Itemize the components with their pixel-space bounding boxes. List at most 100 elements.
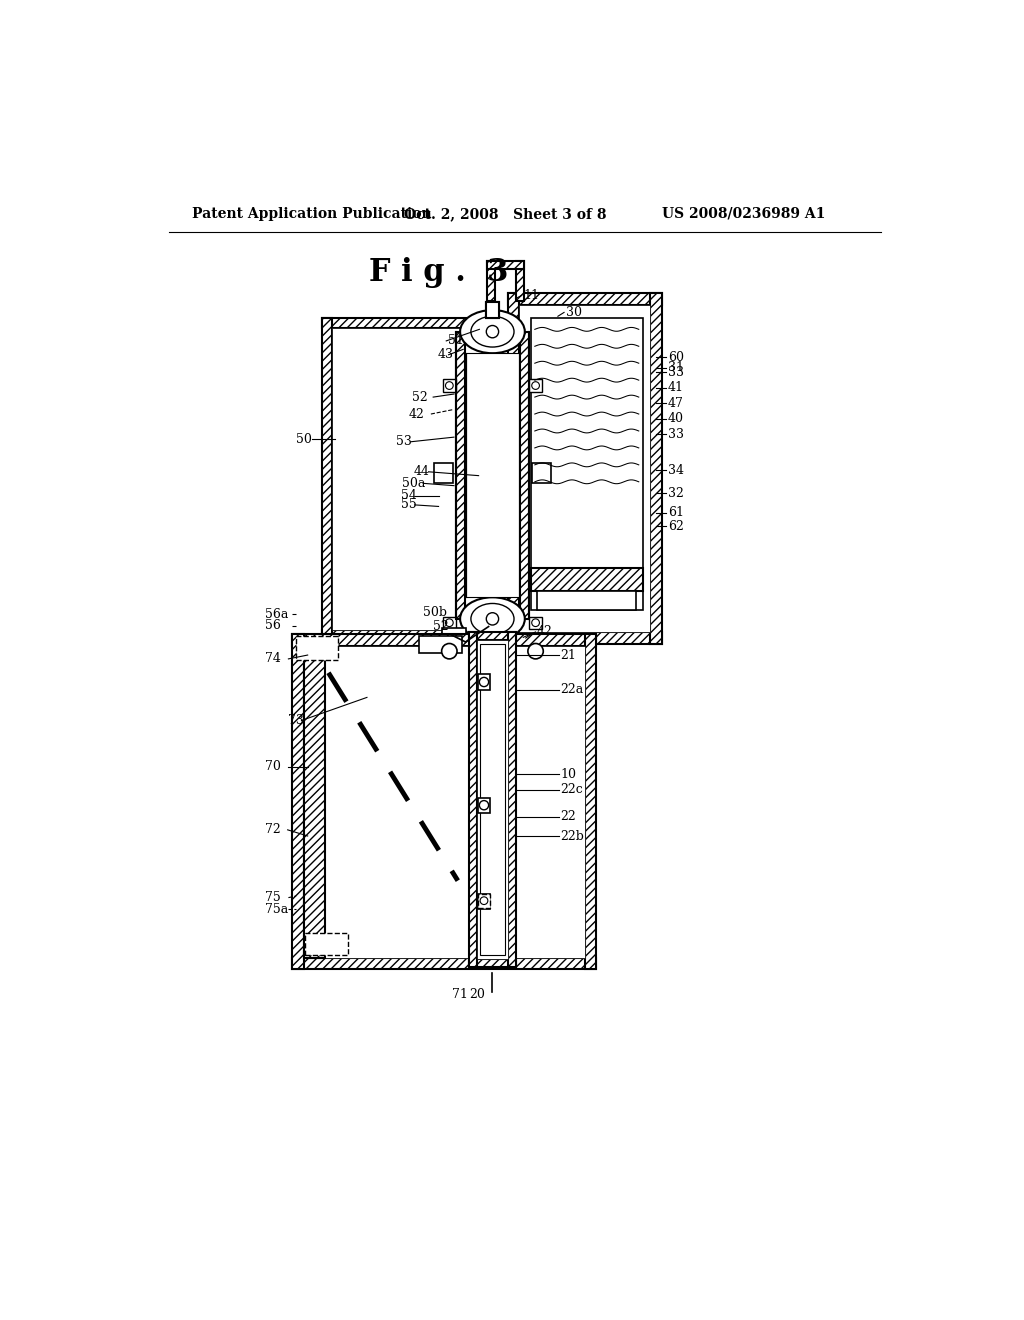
Text: 22c: 22c [560, 783, 583, 796]
Circle shape [531, 381, 540, 389]
Circle shape [445, 619, 454, 627]
Bar [478, 675, 490, 689]
Bar [469, 960, 515, 966]
Text: 56: 56 [265, 619, 282, 632]
Bar [478, 894, 490, 909]
Bar [529, 379, 542, 392]
Bar [520, 331, 529, 619]
Text: 34: 34 [668, 463, 684, 477]
Bar [442, 628, 466, 642]
Text: 52: 52 [413, 391, 428, 404]
Bar [531, 568, 643, 591]
Text: 60: 60 [668, 351, 684, 363]
Text: US 2008/0236989 A1: US 2008/0236989 A1 [662, 207, 825, 220]
Text: Patent Application Publication: Patent Application Publication [193, 207, 432, 220]
Text: 32: 32 [668, 487, 684, 500]
Circle shape [479, 800, 488, 810]
Text: 70: 70 [265, 760, 282, 774]
Text: 55: 55 [400, 499, 417, 511]
Text: 50a: 50a [401, 477, 425, 490]
Text: 71: 71 [453, 989, 468, 1001]
Circle shape [486, 326, 499, 338]
Text: 42: 42 [538, 626, 553, 639]
Text: 41: 41 [668, 381, 684, 395]
Circle shape [445, 381, 454, 389]
Text: 22a: 22a [560, 684, 584, 696]
Bar [485, 302, 500, 318]
Circle shape [531, 619, 540, 627]
Bar [531, 463, 551, 483]
Text: 50b: 50b [423, 606, 447, 619]
Bar [480, 644, 505, 956]
Text: 74: 74 [265, 652, 282, 665]
Text: 20: 20 [469, 989, 485, 1001]
Text: 40: 40 [668, 412, 684, 425]
Circle shape [480, 896, 487, 904]
Text: 43: 43 [438, 348, 454, 362]
Text: 10: 10 [560, 768, 577, 781]
Text: 33: 33 [668, 428, 684, 441]
Ellipse shape [471, 603, 514, 635]
Bar [292, 635, 304, 969]
Text: Oct. 2, 2008   Sheet 3 of 8: Oct. 2, 2008 Sheet 3 of 8 [403, 207, 606, 220]
Text: 42: 42 [409, 408, 424, 421]
Text: 72: 72 [265, 824, 281, 837]
Text: 30: 30 [565, 306, 582, 319]
Text: 47: 47 [668, 397, 684, 409]
Text: 52: 52 [433, 620, 449, 634]
Bar [508, 632, 515, 966]
Circle shape [479, 896, 488, 906]
Bar [456, 331, 465, 619]
Ellipse shape [460, 310, 525, 354]
Bar [508, 293, 662, 305]
Text: 11: 11 [523, 289, 540, 302]
Text: 53: 53 [396, 436, 412, 449]
Circle shape [441, 644, 457, 659]
Bar [519, 305, 650, 632]
Text: 22: 22 [560, 810, 575, 824]
Bar [434, 463, 454, 483]
Bar [322, 318, 523, 327]
Circle shape [469, 638, 477, 645]
Bar [478, 894, 490, 908]
Text: 54: 54 [400, 490, 417, 502]
Bar [478, 797, 490, 813]
Text: 51: 51 [447, 334, 464, 347]
Bar [469, 632, 477, 966]
Bar [332, 327, 513, 630]
Bar [531, 318, 643, 610]
Ellipse shape [471, 317, 514, 347]
Circle shape [528, 644, 544, 659]
Bar [469, 632, 515, 640]
Bar [650, 293, 662, 644]
Bar [487, 261, 495, 301]
Text: 75: 75 [265, 891, 281, 904]
Bar [296, 636, 339, 660]
Bar [485, 302, 500, 318]
Bar [466, 354, 518, 598]
Bar [443, 379, 456, 392]
Text: 73: 73 [289, 714, 304, 727]
Text: 50: 50 [296, 433, 312, 446]
Bar [304, 645, 326, 958]
Bar [292, 958, 596, 969]
Text: 75a: 75a [265, 903, 289, 916]
Text: 44: 44 [414, 465, 430, 478]
Bar [516, 261, 524, 301]
Text: 61: 61 [668, 506, 684, 519]
Bar [477, 640, 508, 960]
Bar [585, 635, 596, 969]
Bar [419, 636, 462, 653]
Text: 21: 21 [560, 648, 577, 661]
Bar [487, 261, 524, 268]
Bar [292, 635, 596, 645]
Bar [305, 933, 348, 954]
Text: F i g .  3: F i g . 3 [369, 257, 508, 288]
Ellipse shape [460, 598, 525, 640]
Bar [513, 318, 523, 640]
Bar [508, 632, 662, 644]
Text: 56a: 56a [265, 607, 289, 620]
Bar [322, 630, 523, 640]
Bar [443, 616, 456, 628]
Bar [538, 591, 637, 610]
